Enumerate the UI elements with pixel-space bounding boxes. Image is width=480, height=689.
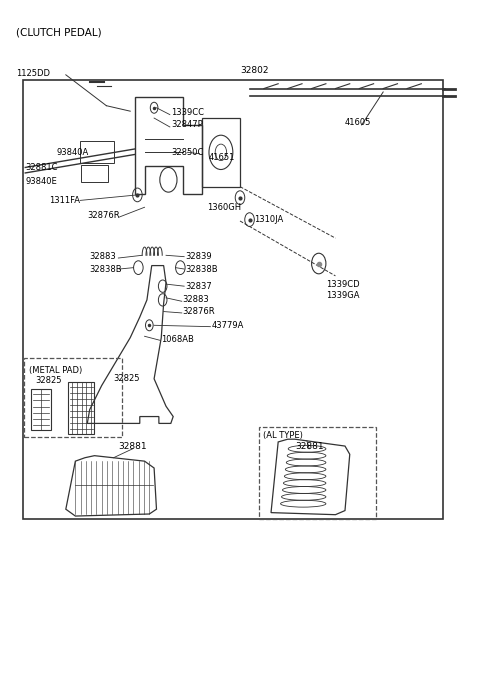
Text: 32883: 32883 (90, 252, 117, 261)
Text: 43779A: 43779A (211, 321, 244, 330)
Text: 32883: 32883 (183, 296, 209, 305)
Text: 32825: 32825 (36, 376, 62, 385)
Text: 1310JA: 1310JA (254, 215, 284, 224)
Text: (CLUTCH PEDAL): (CLUTCH PEDAL) (16, 28, 101, 37)
Text: 32881: 32881 (118, 442, 147, 451)
Text: 32802: 32802 (240, 65, 268, 74)
Text: 41651: 41651 (209, 153, 235, 162)
Text: 32850C: 32850C (171, 148, 203, 157)
Text: 32881: 32881 (295, 442, 324, 451)
Text: 1339GA: 1339GA (326, 291, 360, 300)
Text: 32825: 32825 (114, 374, 140, 383)
Text: 32839: 32839 (185, 252, 212, 261)
Text: 1339CD: 1339CD (326, 280, 360, 289)
Text: 32837: 32837 (185, 282, 212, 291)
Text: (METAL PAD): (METAL PAD) (29, 366, 82, 375)
Text: 32838B: 32838B (185, 265, 218, 274)
Text: 93840A: 93840A (56, 148, 88, 157)
Text: 32847P: 32847P (171, 121, 203, 130)
Text: 32838B: 32838B (90, 265, 122, 274)
Text: 1360GH: 1360GH (206, 203, 240, 212)
Text: 93840E: 93840E (25, 176, 57, 185)
Text: 1311FA: 1311FA (49, 196, 80, 205)
Text: 32881C: 32881C (25, 163, 58, 172)
Text: 1339CC: 1339CC (171, 108, 204, 117)
Text: (AL TYPE): (AL TYPE) (263, 431, 303, 440)
Text: 1125DD: 1125DD (16, 69, 50, 78)
Text: 41605: 41605 (345, 118, 372, 127)
Text: 32876R: 32876R (183, 307, 216, 316)
Text: 1068AB: 1068AB (161, 335, 194, 344)
Text: 32876R: 32876R (87, 211, 120, 220)
